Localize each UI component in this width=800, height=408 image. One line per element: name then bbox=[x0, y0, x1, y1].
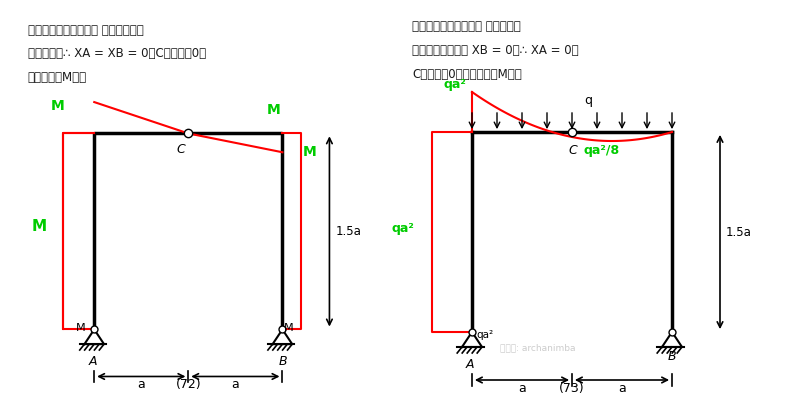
Text: A: A bbox=[466, 358, 474, 371]
Text: M: M bbox=[31, 220, 46, 235]
Text: 也反对称，∴ XA = XB = 0。C处弯矩为0。: 也反对称，∴ XA = XB = 0。C处弯矩为0。 bbox=[27, 47, 206, 60]
Text: 即可直接作M图。: 即可直接作M图。 bbox=[27, 71, 86, 84]
Text: C: C bbox=[568, 144, 577, 157]
Text: (72): (72) bbox=[175, 378, 201, 391]
Text: 特点：计算支座水平反 力很重要，: 特点：计算支座水平反 力很重要， bbox=[412, 20, 521, 33]
Text: M: M bbox=[75, 324, 85, 333]
Text: qa²: qa² bbox=[476, 330, 493, 340]
Text: 特点：对称结构，反对 称荷载，反力: 特点：对称结构，反对 称荷载，反力 bbox=[27, 24, 143, 37]
Text: M: M bbox=[303, 145, 317, 159]
Text: M: M bbox=[266, 103, 281, 117]
Text: q: q bbox=[584, 94, 592, 107]
Text: A: A bbox=[88, 355, 97, 368]
Text: C处弯矩为0。即可直接作M图。: C处弯矩为0。即可直接作M图。 bbox=[412, 68, 522, 81]
Text: B: B bbox=[668, 350, 677, 363]
Text: C: C bbox=[177, 143, 186, 156]
Text: a: a bbox=[231, 378, 239, 391]
Text: (73): (73) bbox=[559, 382, 585, 395]
Text: M: M bbox=[51, 99, 65, 113]
Text: a: a bbox=[618, 382, 626, 395]
Text: 微信号: archanimba: 微信号: archanimba bbox=[500, 343, 575, 352]
Text: qa²: qa² bbox=[392, 222, 415, 235]
Text: 1.5a: 1.5a bbox=[726, 226, 752, 239]
Text: 列平衡方程计算得 XB = 0，∴ XA = 0。: 列平衡方程计算得 XB = 0，∴ XA = 0。 bbox=[412, 44, 578, 57]
Text: 1.5a: 1.5a bbox=[335, 225, 361, 238]
Text: M: M bbox=[284, 324, 294, 333]
Text: B: B bbox=[278, 355, 287, 368]
Text: a: a bbox=[518, 382, 526, 395]
Text: qa²/8: qa²/8 bbox=[584, 144, 620, 157]
Text: qa²: qa² bbox=[444, 78, 467, 91]
Text: a: a bbox=[138, 378, 145, 391]
